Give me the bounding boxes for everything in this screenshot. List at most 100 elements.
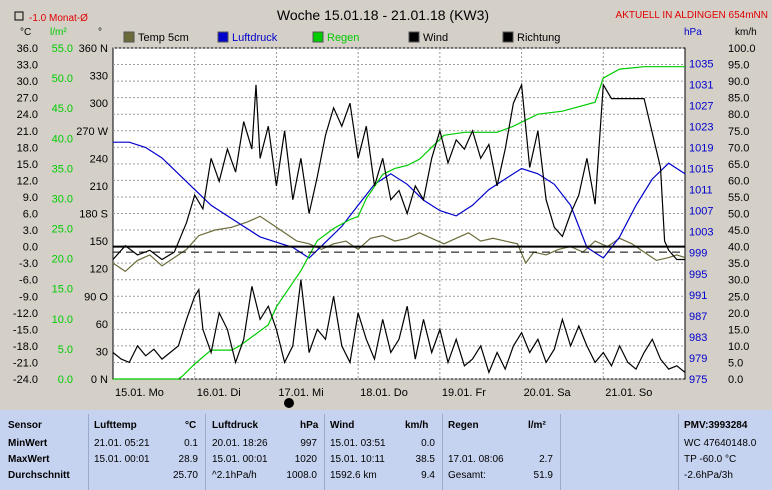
monthly-avg-label: -1.0 Monat-Ø xyxy=(29,13,88,24)
temp-tick: 24.0 xyxy=(17,109,38,121)
rain-tick: 45.0 xyxy=(52,103,73,115)
day-label: 18.01. Do xyxy=(360,387,408,399)
rain-col-title: Regen xyxy=(448,420,479,431)
pressure-series-line xyxy=(113,141,686,259)
temp-col-unit: °C xyxy=(185,420,197,431)
rain-total-label: Gesamt: xyxy=(448,470,486,481)
temp-min-time: 21.01. 05:21 xyxy=(94,438,150,449)
rain-row-value: 2.7 xyxy=(539,454,553,465)
wind-tick: 70.0 xyxy=(728,142,749,154)
temp-tick: -12.0 xyxy=(13,308,38,320)
wind-tick: 60.0 xyxy=(728,175,749,187)
dir-tick: 210 xyxy=(90,181,108,193)
legend-swatch xyxy=(217,31,229,43)
press-tick: 1031 xyxy=(689,79,713,91)
sensor-title: Sensor xyxy=(8,420,42,431)
rain-tick: 0.0 xyxy=(58,374,73,386)
wind-tick: 95.0 xyxy=(728,60,749,72)
press-tick: 995 xyxy=(689,269,707,281)
wind-tick: 0.0 xyxy=(728,374,743,386)
press-tick: 1015 xyxy=(689,164,713,176)
rain-tick: 55.0 xyxy=(52,43,73,55)
dir-tick: 270 W xyxy=(76,126,108,138)
divider xyxy=(88,414,89,490)
temp-tick: -9.0 xyxy=(19,291,38,303)
temp-tick: 6.0 xyxy=(23,209,38,221)
dir-tick: 300 xyxy=(90,98,108,110)
dir-tick: 150 xyxy=(90,236,108,248)
dir-tick: 360 N xyxy=(79,43,108,55)
press-tick: 1027 xyxy=(689,100,713,112)
press-tick: 991 xyxy=(689,290,707,302)
rain-tick: 35.0 xyxy=(52,163,73,175)
rain-tick: 20.0 xyxy=(52,254,73,266)
pmv-title: PMV:3993284 xyxy=(684,420,748,431)
temp-tick: 9.0 xyxy=(23,192,38,204)
pmv-line-1: WC 47640148.0 xyxy=(684,438,757,449)
press-col-title: Luftdruck xyxy=(212,420,259,431)
temp-tick: 18.0 xyxy=(17,142,38,154)
temp-tick: 27.0 xyxy=(17,93,38,105)
press-max-value: 1020 xyxy=(294,454,317,465)
wind-avg-value: 9.4 xyxy=(421,470,435,481)
press-tick: 987 xyxy=(689,311,707,323)
temp-tick: -6.0 xyxy=(19,275,38,287)
day-label: 21.01. So xyxy=(605,387,652,399)
temp-tick: -21.0 xyxy=(13,357,38,369)
wind-tick: 25.0 xyxy=(728,291,749,303)
temp-col-title: Lufttemp xyxy=(94,420,137,431)
unit-rain: l/m² xyxy=(50,27,67,38)
press-tick: 1011 xyxy=(689,185,713,197)
wind-tick: 80.0 xyxy=(728,109,749,121)
day-label: 17.01. Mi xyxy=(278,387,323,399)
press-trend: ^2.1hPa/h xyxy=(212,470,257,481)
press-tick: 983 xyxy=(689,332,707,344)
wind-distance: 1592.6 km xyxy=(330,470,377,481)
wind-tick: 85.0 xyxy=(728,93,749,105)
wind-tick: 75.0 xyxy=(728,126,749,138)
rain-row-time: 17.01. 08:06 xyxy=(448,454,504,465)
divider xyxy=(205,414,206,490)
wind-tick: 50.0 xyxy=(728,209,749,221)
temp-avg-value: 25.70 xyxy=(172,470,198,481)
rain-tick: 15.0 xyxy=(52,284,73,296)
rain-tick: 25.0 xyxy=(52,224,73,236)
wind-tick: 35.0 xyxy=(728,258,749,270)
wind-tick: 15.0 xyxy=(728,324,749,336)
temp-series-line xyxy=(112,215,686,273)
summary-panel: Sensor MinWert MaxWert Durchschnitt Luft… xyxy=(0,410,772,490)
press-min-time: 20.01. 18:26 xyxy=(212,438,268,449)
temp-tick: 12.0 xyxy=(17,175,38,187)
day-label: 20.01. Sa xyxy=(524,387,572,399)
rain-tick: 50.0 xyxy=(52,73,73,85)
day-label: 16.01. Di xyxy=(197,387,241,399)
dir-tick: 30 xyxy=(96,346,108,358)
min-row-label: MinWert xyxy=(8,438,48,449)
wind-tick: 45.0 xyxy=(728,225,749,237)
avg-line-legend-box xyxy=(14,11,24,21)
chart-stage: 15.01. Mo 16.01. Di 17.01. Mi 18.01. Do 19.0… xyxy=(12,7,768,408)
press-tick: 975 xyxy=(689,374,707,386)
dir-tick: 0 N xyxy=(91,374,108,386)
temp-tick: -15.0 xyxy=(13,324,38,336)
wind-tick: 30.0 xyxy=(728,275,749,287)
unit-press: hPa xyxy=(684,27,702,38)
unit-temp: °C xyxy=(20,27,31,38)
avg-row-label: Durchschnitt xyxy=(8,470,70,481)
rain-series-line xyxy=(113,66,685,380)
temp-max-value: 28.9 xyxy=(178,454,198,465)
temp-tick: -24.0 xyxy=(13,374,38,386)
day-label: 19.01. Fr xyxy=(442,387,486,399)
dir-tick: 120 xyxy=(90,264,108,276)
wind-tick: 100.0 xyxy=(728,43,756,55)
wind-tick: 40.0 xyxy=(728,242,749,254)
legend-swatch xyxy=(123,31,135,43)
press-avg-value: 1008.0 xyxy=(286,470,317,481)
press-tick: 999 xyxy=(689,248,707,260)
chart-title: Woche 15.01.18 - 21.01.18 (KW3) xyxy=(277,7,489,23)
press-col-unit: hPa xyxy=(300,420,319,431)
temp-tick: 36.0 xyxy=(17,43,38,55)
legend-label: Luftdruck xyxy=(232,32,278,44)
temp-tick: 3.0 xyxy=(23,225,38,237)
temp-tick: 15.0 xyxy=(17,159,38,171)
